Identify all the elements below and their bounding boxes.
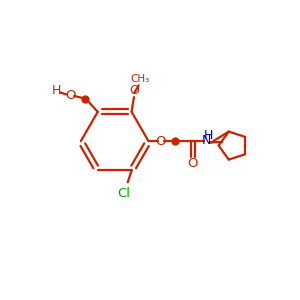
- Text: O: O: [129, 84, 139, 97]
- Text: O: O: [155, 135, 166, 148]
- Text: CH₃: CH₃: [131, 74, 150, 84]
- Text: Cl: Cl: [117, 187, 130, 200]
- Text: O: O: [65, 88, 75, 102]
- Text: H: H: [204, 129, 213, 142]
- Text: N: N: [202, 134, 211, 147]
- Text: O: O: [188, 157, 198, 170]
- Text: H: H: [52, 84, 61, 97]
